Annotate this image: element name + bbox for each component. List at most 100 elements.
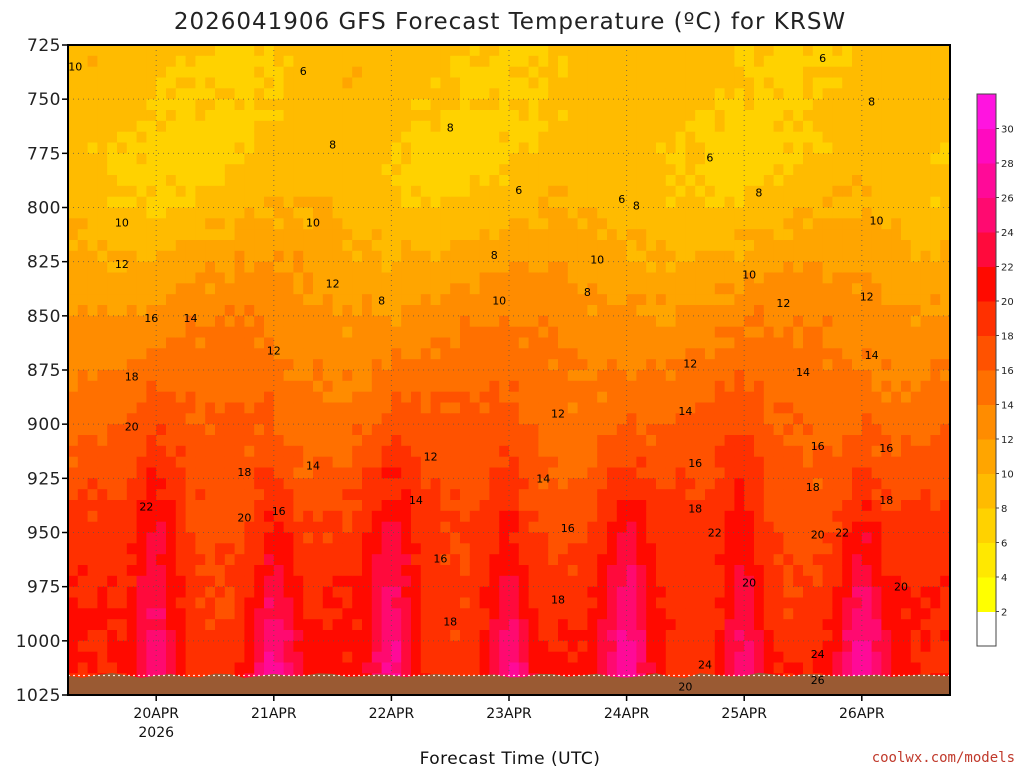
- temperature-cell: [107, 240, 118, 252]
- temperature-cell: [303, 500, 314, 512]
- temperature-cell: [783, 229, 794, 241]
- temperature-cell: [714, 619, 726, 631]
- temperature-cell: [264, 640, 275, 653]
- temperature-cell: [528, 554, 539, 566]
- temperature-cell: [793, 175, 804, 187]
- temperature-cell: [264, 456, 275, 469]
- temperature-cell: [440, 55, 451, 68]
- temperature-cell: [567, 467, 579, 479]
- temperature-cell: [724, 478, 735, 490]
- temperature-cell: [656, 348, 667, 360]
- temperature-cell: [166, 510, 177, 523]
- temperature-cell: [538, 294, 549, 306]
- temperature-cell: [195, 510, 206, 523]
- temperature-cell: [499, 185, 510, 198]
- temperature-cell: [803, 99, 814, 111]
- temperature-cell: [87, 651, 98, 664]
- temperature-cell: [744, 283, 755, 295]
- temperature-cell: [420, 651, 432, 664]
- temperature-cell: [136, 337, 147, 349]
- temperature-cell: [381, 348, 392, 360]
- temperature-cell: [313, 543, 324, 555]
- temperature-cell: [842, 348, 853, 360]
- temperature-cell: [283, 185, 294, 198]
- temperature-cell: [773, 66, 784, 79]
- temperature-cell: [77, 543, 89, 555]
- temperature-cell: [607, 586, 618, 599]
- temperature-cell: [97, 489, 108, 501]
- temperature-cell: [411, 175, 422, 187]
- temperature-cell: [665, 283, 677, 295]
- temperature-cell: [744, 467, 755, 479]
- temperature-cell: [538, 575, 549, 588]
- temperature-cell: [273, 164, 285, 176]
- temperature-cell: [411, 662, 422, 674]
- temperature-cell: [156, 207, 167, 219]
- temperature-cell: [460, 88, 471, 100]
- temperature-cell: [479, 55, 490, 68]
- temperature-cell: [381, 305, 392, 317]
- temperature-cell: [77, 586, 89, 599]
- temperature-cell: [567, 218, 579, 230]
- temperature-cell: [861, 120, 873, 133]
- temperature-cell: [185, 240, 196, 252]
- temperature-cell: [558, 261, 569, 274]
- temperature-cell: [224, 662, 236, 674]
- temperature-cell: [97, 662, 108, 674]
- temperature-cell: [705, 424, 716, 436]
- temperature-cell: [744, 305, 755, 317]
- temperature-cell: [734, 619, 745, 631]
- temperature-cell: [705, 196, 716, 209]
- temperature-cell: [822, 424, 833, 436]
- temperature-cell: [342, 467, 353, 479]
- temperature-cell: [577, 240, 588, 252]
- temperature-cell: [156, 99, 167, 111]
- temperature-cell: [626, 348, 637, 360]
- temperature-cell: [695, 413, 706, 425]
- temperature-cell: [665, 45, 677, 57]
- temperature-cell: [567, 370, 579, 382]
- temperature-cell: [185, 467, 196, 479]
- temperature-cell: [489, 272, 500, 284]
- temperature-cell: [842, 424, 853, 436]
- temperature-cell: [126, 543, 138, 555]
- temperature-cell: [185, 359, 196, 371]
- temperature-cell: [185, 489, 196, 501]
- temperature-cell: [724, 305, 735, 317]
- temperature-cell: [793, 229, 804, 241]
- temperature-cell: [273, 218, 285, 230]
- temperature-cell: [518, 521, 530, 534]
- temperature-cell: [352, 565, 363, 577]
- temperature-cell: [871, 337, 882, 349]
- temperature-cell: [175, 380, 187, 393]
- temperature-cell: [754, 196, 765, 209]
- temperature-cell: [244, 261, 255, 274]
- temperature-cell: [793, 164, 804, 176]
- temperature-cell: [822, 662, 833, 674]
- temperature-cell: [597, 575, 608, 588]
- temperature-cell: [793, 608, 804, 620]
- temperature-cell: [499, 619, 510, 631]
- temperature-cell: [636, 207, 647, 219]
- temperature-cell: [273, 565, 285, 577]
- temperature-cell: [518, 55, 530, 68]
- temperature-cell: [244, 651, 255, 664]
- temperature-cell: [607, 359, 618, 371]
- temperature-cell: [381, 240, 392, 252]
- temperature-cell: [773, 370, 784, 382]
- temperature-cell: [852, 630, 863, 642]
- temperature-cell: [597, 543, 608, 555]
- temperature-cell: [303, 630, 314, 642]
- temperature-cell: [430, 305, 441, 317]
- temperature-cell: [175, 77, 187, 89]
- temperature-cell: [195, 402, 206, 414]
- temperature-cell: [430, 467, 441, 479]
- temperature-cell: [754, 608, 765, 620]
- temperature-cell: [264, 131, 275, 144]
- temperature-cell: [616, 630, 628, 642]
- temperature-cell: [822, 630, 833, 642]
- temperature-cell: [175, 586, 187, 599]
- temperature-cell: [577, 55, 588, 68]
- temperature-cell: [264, 250, 275, 263]
- temperature-cell: [626, 45, 637, 57]
